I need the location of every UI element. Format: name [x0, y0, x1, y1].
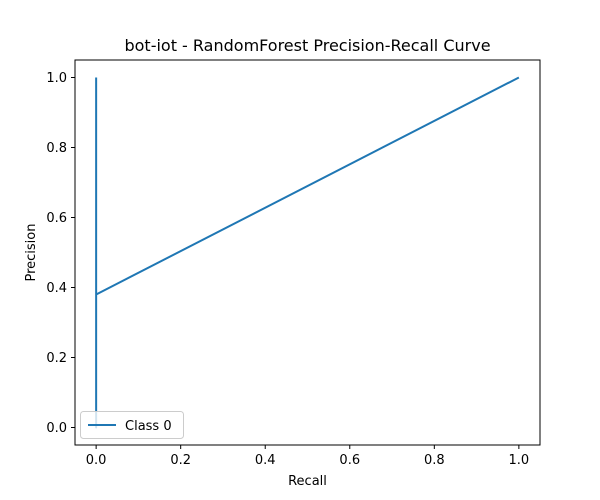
x-tick-label: 0.6 [339, 453, 360, 468]
y-tick-label: 1.0 [46, 71, 67, 86]
x-tick-label: 0.4 [255, 453, 276, 468]
x-tick-label: 0.8 [424, 453, 445, 468]
y-tick-label: 0.6 [46, 211, 67, 226]
y-axis-label: Precision [24, 223, 39, 281]
x-tick-label: 1.0 [509, 453, 530, 468]
y-tick-label: 0.8 [46, 141, 67, 156]
series-layer [95, 76, 520, 429]
legend-label-class-0: Class 0 [125, 419, 172, 434]
x-axis-label: Recall [288, 474, 327, 489]
x-tick-label: 0.0 [86, 453, 107, 468]
x-tick-label: 0.2 [170, 453, 191, 468]
chart-title: bot-iot - RandomForest Precision-Recall … [124, 36, 490, 55]
legend: Class 0 [80, 411, 184, 439]
legend-frame [80, 411, 184, 439]
y-tick-label: 0.2 [46, 351, 67, 366]
y-tick-label: 0.4 [46, 281, 67, 296]
x-axis-ticks: 0.0 0.2 0.4 0.6 0.8 1.0 [86, 445, 529, 468]
plot-area-frame [74, 59, 541, 446]
series-line-class-0 [95, 76, 520, 429]
y-axis-ticks: 0.0 0.2 0.4 0.6 0.8 1.0 [46, 71, 75, 436]
y-tick-label: 0.0 [46, 421, 67, 436]
